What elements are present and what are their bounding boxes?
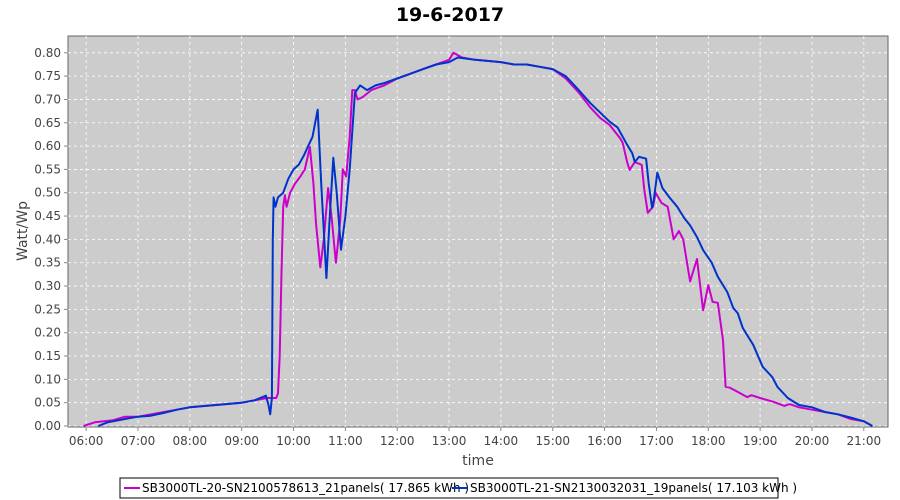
y-tick-label: 0.45 bbox=[34, 209, 61, 223]
x-tick-label: 07:00 bbox=[121, 434, 156, 448]
x-tick-label: 12:00 bbox=[380, 434, 415, 448]
y-axis: 0.00 0.05 0.10 0.15 0.20 0.25 0.30 0.35 0.40 0.45… bbox=[34, 46, 68, 433]
x-tick-label: 16:00 bbox=[587, 434, 622, 448]
x-tick-label: 21:00 bbox=[847, 434, 882, 448]
y-tick-label: 0.60 bbox=[34, 139, 61, 153]
x-tick-label: 15:00 bbox=[535, 434, 570, 448]
x-tick-label: 17:00 bbox=[639, 434, 674, 448]
y-tick-label: 0.25 bbox=[34, 302, 61, 316]
y-tick-label: 0.75 bbox=[34, 69, 61, 83]
grid bbox=[68, 36, 888, 427]
x-tick-label: 19:00 bbox=[743, 434, 778, 448]
x-tick-label: 08:00 bbox=[173, 434, 208, 448]
y-tick-label: 0.20 bbox=[34, 326, 61, 340]
x-tick-label: 09:00 bbox=[224, 434, 259, 448]
y-tick-label: 0.65 bbox=[34, 116, 61, 130]
x-tick-label: 13:00 bbox=[432, 434, 467, 448]
legend-label-0: SB3000TL-20-SN2100578613_21panels( 17.86… bbox=[142, 481, 469, 495]
y-tick-label: 0.80 bbox=[34, 46, 61, 60]
x-axis: 06:00 07:00 08:00 09:00 10:00 11:00 12:00 13:00… bbox=[69, 427, 881, 448]
x-tick-label: 10:00 bbox=[276, 434, 311, 448]
series-line-1 bbox=[97, 56, 873, 427]
y-tick-label: 0.70 bbox=[34, 92, 61, 106]
y-tick-label: 0.10 bbox=[34, 372, 61, 386]
y-tick-label: 0.50 bbox=[34, 186, 61, 200]
y-axis-label: Watt/Wp bbox=[15, 201, 31, 261]
y-tick-label: 0.40 bbox=[34, 232, 61, 246]
legend: SB3000TL-20-SN2100578613_21panels( 17.86… bbox=[119, 477, 797, 499]
x-tick-label: 06:00 bbox=[69, 434, 104, 448]
y-tick-label: 0.55 bbox=[34, 162, 61, 176]
x-tick-label: 20:00 bbox=[795, 434, 830, 448]
legend-label-1: SB3000TL-21-SN2130032031_19panels( 17.10… bbox=[470, 481, 797, 495]
y-tick-label: 0.15 bbox=[34, 349, 61, 363]
y-tick-label: 0.30 bbox=[34, 279, 61, 293]
x-tick-label: 11:00 bbox=[328, 434, 363, 448]
series-lines bbox=[83, 51, 873, 427]
y-tick-label: 0.00 bbox=[34, 419, 61, 433]
x-tick-label: 14:00 bbox=[484, 434, 519, 448]
y-tick-label: 0.35 bbox=[34, 256, 61, 270]
plot-area bbox=[67, 35, 889, 428]
x-axis-label: time bbox=[462, 453, 494, 469]
x-tick-label: 18:00 bbox=[691, 434, 726, 448]
y-tick-label: 0.05 bbox=[34, 396, 61, 410]
chart-title: 19-6-2017 bbox=[396, 4, 504, 26]
